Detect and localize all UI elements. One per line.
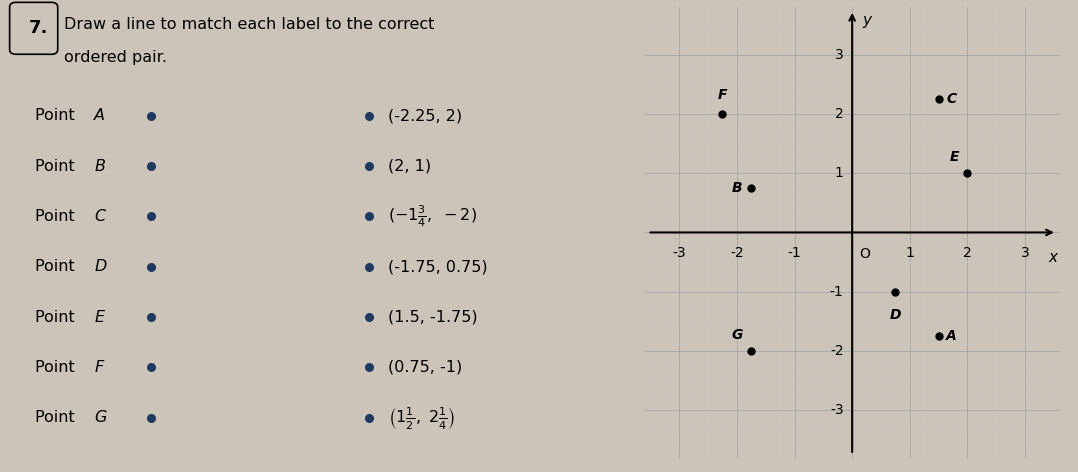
- Text: y: y: [862, 13, 871, 28]
- Text: -3: -3: [830, 404, 843, 417]
- Text: 1: 1: [834, 166, 843, 180]
- Text: $\bullet$: $\bullet$: [388, 205, 390, 210]
- Text: (-2.25, 2): (-2.25, 2): [388, 108, 462, 123]
- Text: G: G: [94, 410, 107, 425]
- Text: Point: Point: [36, 159, 80, 174]
- Text: G: G: [731, 328, 743, 342]
- Text: -3: -3: [673, 245, 686, 260]
- Text: 2: 2: [963, 245, 972, 260]
- Text: ordered pair.: ordered pair.: [65, 50, 167, 65]
- Text: Point: Point: [36, 209, 80, 224]
- Text: E: E: [94, 310, 105, 325]
- Text: O: O: [859, 247, 870, 261]
- Text: Point: Point: [36, 310, 80, 325]
- Text: -2: -2: [730, 245, 744, 260]
- Text: 7.: 7.: [29, 19, 49, 37]
- Text: 2: 2: [834, 107, 843, 121]
- Text: 1: 1: [906, 245, 914, 260]
- Text: -2: -2: [830, 344, 843, 358]
- Text: -1: -1: [830, 285, 843, 299]
- Text: -1: -1: [788, 245, 801, 260]
- Text: A: A: [946, 329, 957, 343]
- Text: Point: Point: [36, 360, 80, 375]
- Text: C: C: [946, 92, 956, 106]
- Text: Draw a line to match each label to the correct: Draw a line to match each label to the c…: [65, 17, 434, 32]
- Text: $(-1\frac{3}{4},\ -2)$: $(-1\frac{3}{4},\ -2)$: [388, 203, 478, 229]
- Text: D: D: [94, 259, 107, 274]
- Text: (2, 1): (2, 1): [388, 159, 431, 174]
- Text: x: x: [1048, 250, 1058, 265]
- Text: Point: Point: [36, 410, 80, 425]
- Text: B: B: [94, 159, 106, 174]
- Text: (0.75, -1): (0.75, -1): [388, 360, 462, 375]
- Text: $\left(1\frac{1}{2},\ 2\frac{1}{4}\right)$: $\left(1\frac{1}{2},\ 2\frac{1}{4}\right…: [388, 405, 455, 431]
- Text: E: E: [950, 150, 958, 164]
- Text: D: D: [889, 308, 901, 322]
- Text: A: A: [94, 108, 106, 123]
- Text: F: F: [718, 88, 728, 102]
- Text: 3: 3: [834, 48, 843, 61]
- Text: (-1.75, 0.75): (-1.75, 0.75): [388, 259, 487, 274]
- Text: Point: Point: [36, 259, 80, 274]
- Text: F: F: [94, 360, 103, 375]
- Text: Point: Point: [36, 108, 80, 123]
- Text: B: B: [732, 181, 743, 195]
- Text: C: C: [94, 209, 106, 224]
- Text: 3: 3: [1021, 245, 1029, 260]
- Text: (1.5, -1.75): (1.5, -1.75): [388, 310, 478, 325]
